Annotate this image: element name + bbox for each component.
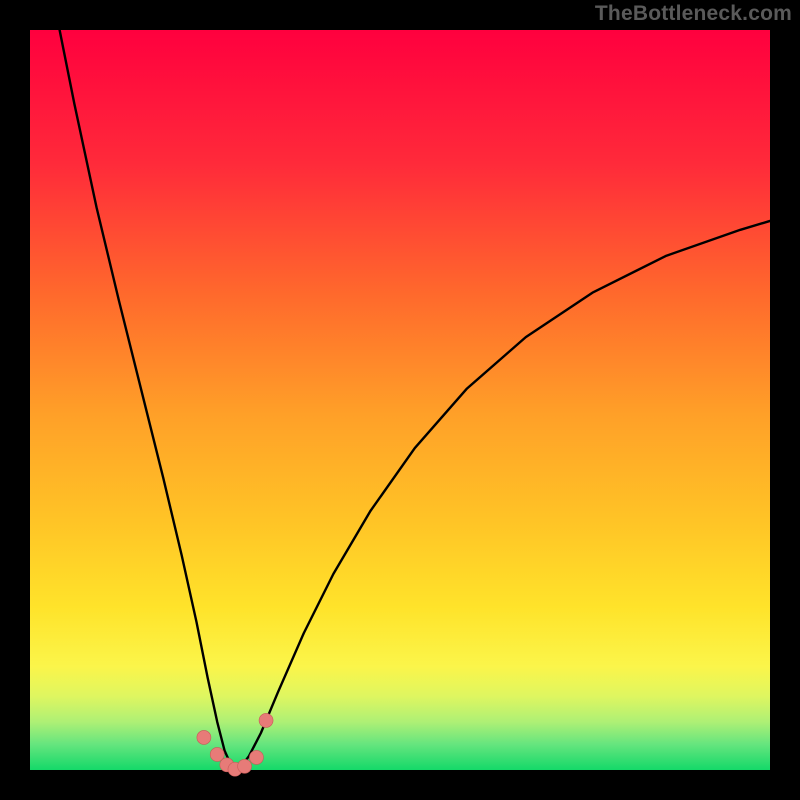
data-marker: [249, 750, 263, 764]
data-marker: [197, 730, 211, 744]
data-marker: [238, 759, 252, 773]
bottleneck-chart: [0, 0, 800, 800]
watermark: TheBottleneck.com: [595, 2, 792, 26]
data-marker: [259, 713, 273, 727]
plot-background: [30, 30, 770, 770]
